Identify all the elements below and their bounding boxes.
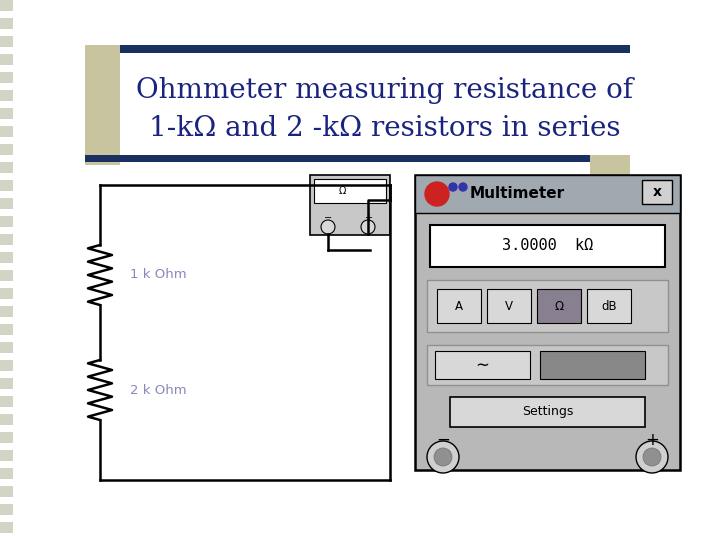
Circle shape	[459, 183, 467, 191]
Bar	[0, 504, 13, 515]
Text: Multimeter: Multimeter	[470, 186, 565, 201]
Bar	[437, 289, 481, 323]
Text: −: −	[436, 431, 450, 449]
Bar	[0, 252, 13, 263]
Text: 2 k Ohm: 2 k Ohm	[130, 383, 186, 396]
Text: Ω: Ω	[554, 300, 564, 313]
Text: −: −	[324, 213, 332, 223]
Bar	[310, 175, 390, 235]
Bar	[415, 175, 680, 213]
Text: dB: dB	[601, 300, 617, 313]
Bar	[314, 179, 386, 203]
Bar	[0, 18, 13, 29]
Circle shape	[321, 220, 335, 234]
Text: ∼: ∼	[475, 356, 489, 374]
Bar	[0, 108, 13, 119]
Circle shape	[636, 441, 668, 473]
Bar	[0, 414, 13, 425]
Bar	[0, 180, 13, 191]
Text: Ohmmeter measuring resistance of: Ohmmeter measuring resistance of	[136, 77, 634, 104]
Bar	[415, 175, 680, 470]
Bar	[85, 45, 630, 53]
Bar	[0, 486, 13, 497]
Bar	[0, 72, 13, 83]
Bar	[642, 180, 672, 204]
Text: 3.0000  kΩ: 3.0000 kΩ	[502, 239, 593, 253]
Bar	[427, 345, 668, 385]
Circle shape	[643, 448, 661, 466]
Bar	[0, 306, 13, 317]
Bar	[0, 342, 13, 353]
Bar	[435, 351, 530, 379]
Text: V: V	[505, 300, 513, 313]
Bar	[0, 54, 13, 65]
Bar	[0, 144, 13, 155]
Bar	[537, 289, 581, 323]
Bar	[0, 234, 13, 245]
Bar	[0, 90, 13, 101]
Bar	[0, 216, 13, 227]
Bar	[85, 45, 120, 165]
Bar	[0, 324, 13, 335]
Bar	[0, 450, 13, 461]
Bar	[450, 397, 645, 427]
Bar	[0, 36, 13, 47]
Bar	[427, 280, 668, 332]
Bar	[0, 270, 13, 281]
Text: Settings: Settings	[522, 406, 573, 419]
Bar	[0, 288, 13, 299]
Bar	[0, 198, 13, 209]
Bar	[587, 289, 631, 323]
Circle shape	[434, 448, 452, 466]
Bar	[590, 155, 630, 210]
Text: x: x	[652, 185, 662, 199]
Bar	[0, 162, 13, 173]
Text: +: +	[364, 213, 372, 223]
Circle shape	[361, 220, 375, 234]
Bar	[0, 126, 13, 137]
Text: 1-kΩ and 2 -kΩ resistors in series: 1-kΩ and 2 -kΩ resistors in series	[149, 114, 621, 141]
Bar	[0, 468, 13, 479]
Bar	[540, 351, 645, 379]
Bar	[0, 0, 13, 11]
Bar	[487, 289, 531, 323]
Bar	[0, 522, 13, 533]
Bar	[0, 432, 13, 443]
Text: A: A	[455, 300, 463, 313]
Bar	[85, 155, 630, 162]
Circle shape	[427, 441, 459, 473]
Text: +: +	[645, 431, 659, 449]
Circle shape	[425, 182, 449, 206]
Bar	[0, 360, 13, 371]
Bar	[0, 396, 13, 407]
Bar	[430, 225, 665, 267]
Text: Ω: Ω	[338, 186, 346, 196]
Text: 1 k Ohm: 1 k Ohm	[130, 268, 186, 281]
Bar	[0, 378, 13, 389]
Circle shape	[449, 183, 457, 191]
